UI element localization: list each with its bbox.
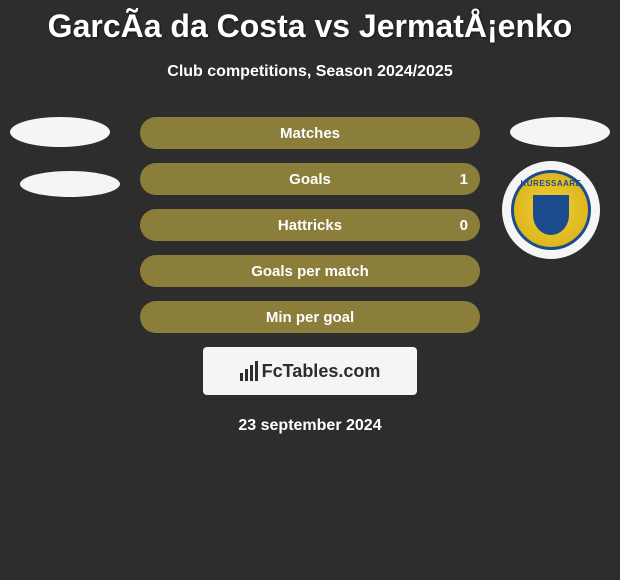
chart-icon <box>240 361 258 381</box>
branding-text: FcTables.com <box>262 361 381 382</box>
club-emblem: KURESSAARE <box>511 170 591 250</box>
club-emblem-name: KURESSAARE <box>520 179 581 188</box>
branding-content: FcTables.com <box>240 361 381 382</box>
stat-bar-goals-per-match: Goals per match <box>140 255 480 287</box>
stat-label-goals: Goals <box>289 171 331 188</box>
main-container: GarcÃ­a da Costa vs JermatÅ¡enko Club co… <box>0 0 620 435</box>
left-player-badge-bottom <box>20 171 120 197</box>
stat-label-hattricks: Hattricks <box>278 217 342 234</box>
stat-bar-list: Matches Goals 1 Hattricks 0 Goals per ma… <box>140 117 480 333</box>
right-club-badge: KURESSAARE <box>502 161 600 259</box>
date-label: 23 september 2024 <box>0 417 620 435</box>
left-player-badge-top <box>10 117 110 147</box>
stat-value-hattricks-right: 0 <box>460 217 468 234</box>
stat-bar-hattricks: Hattricks 0 <box>140 209 480 241</box>
branding-box[interactable]: FcTables.com <box>203 347 417 395</box>
stat-bar-goals: Goals 1 <box>140 163 480 195</box>
right-player-badge-top <box>510 117 610 147</box>
stat-label-mpg: Min per goal <box>266 309 354 326</box>
stat-value-goals-right: 1 <box>460 171 468 188</box>
stats-area: KURESSAARE Matches Goals 1 Hattricks 0 G… <box>0 117 620 435</box>
stat-bar-matches: Matches <box>140 117 480 149</box>
stat-label-matches: Matches <box>280 125 340 142</box>
subtitle: Club competitions, Season 2024/2025 <box>0 63 620 81</box>
page-title: GarcÃ­a da Costa vs JermatÅ¡enko <box>0 0 620 45</box>
stat-bar-min-per-goal: Min per goal <box>140 301 480 333</box>
club-emblem-crest-icon <box>533 195 569 235</box>
stat-label-gpm: Goals per match <box>251 263 369 280</box>
